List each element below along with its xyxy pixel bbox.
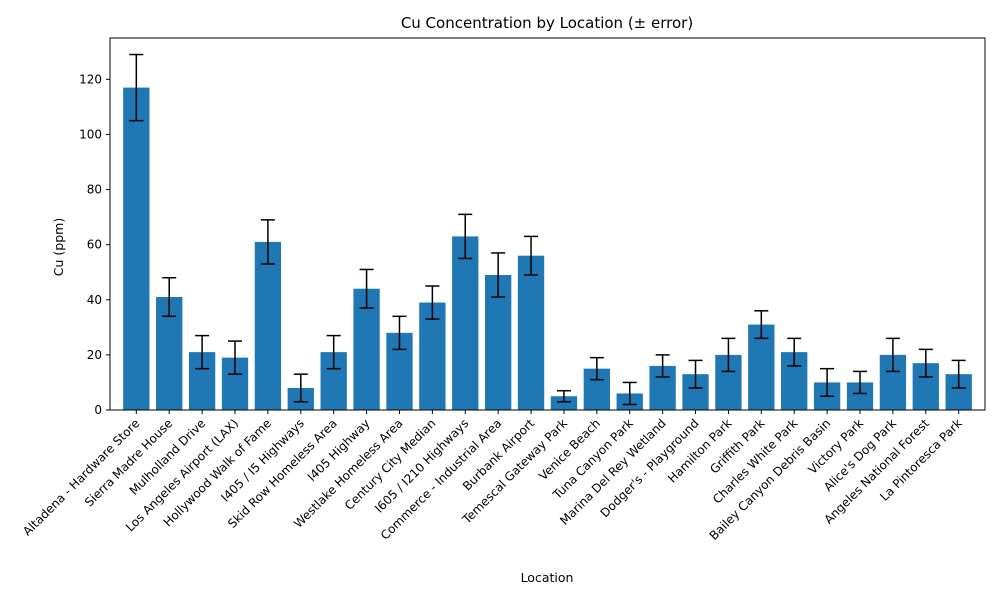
bar (123, 87, 150, 410)
y-tick-label: 20 (87, 348, 102, 362)
x-tick-label: Bailey Canyon Debris Basin (707, 416, 834, 543)
y-tick-label: 60 (87, 238, 102, 252)
x-axis-label: Location (521, 570, 574, 585)
x-tick-label: Commerce - Industrial Area (378, 416, 504, 542)
x-tick-label: Altadena - Hardware Store (20, 416, 142, 538)
bar (419, 302, 446, 410)
bar (353, 288, 380, 410)
bar (254, 241, 282, 410)
bars-group (123, 87, 972, 410)
y-tick-label: 80 (87, 183, 102, 197)
bar (550, 396, 578, 410)
y-tick-label: 40 (87, 293, 102, 307)
y-tick-label: 0 (94, 403, 102, 417)
bar (452, 236, 479, 410)
y-tick-label: 100 (79, 127, 102, 141)
y-axis: 0 20 40 60 80 100 120 (79, 72, 110, 417)
bar (517, 255, 545, 410)
plot-frame (109, 37, 986, 411)
y-axis-label: Cu (ppm) (51, 218, 66, 276)
chart-title: Cu Concentration by Location (± error) (401, 14, 693, 32)
error-bars-group (129, 53, 966, 406)
y-tick-label: 120 (79, 72, 102, 86)
